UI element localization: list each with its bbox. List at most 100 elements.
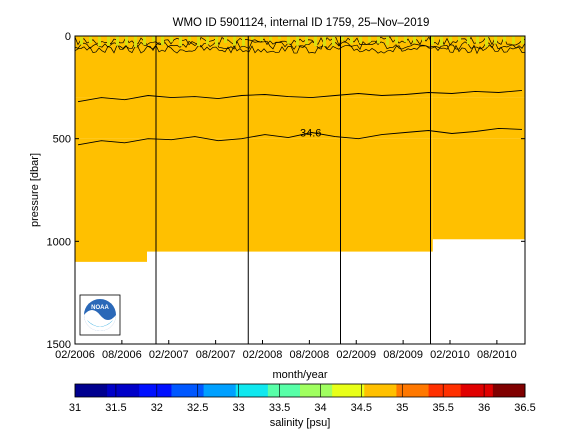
surface-streak — [98, 36, 101, 47]
surface-streak — [152, 36, 155, 42]
surface-streak — [458, 36, 461, 42]
colorbar-ticks: 31 31.5 32 32.5 33 33.5 34 34.5 35 35.5 36 36.5 — [69, 384, 536, 414]
plot-frame — [74, 35, 526, 345]
x-tick-label: 08/2009 — [383, 349, 423, 361]
salinity-layer-1 — [147, 97, 433, 139]
colorbar-cell — [203, 384, 237, 397]
surface-streak — [350, 36, 353, 44]
year-lines — [155, 36, 431, 344]
colorbar-cell — [107, 384, 140, 397]
x-tick-label: 02/2008 — [243, 349, 283, 361]
colorbar-tick-label: 34.5 — [351, 402, 372, 414]
surface-streak — [278, 36, 281, 40]
surface-contour-2 — [75, 44, 525, 55]
salinity-layer-2 — [75, 138, 147, 262]
surface-streak — [125, 36, 128, 46]
x-tick-label: 02/2006 — [55, 349, 95, 361]
surface-noise — [75, 36, 525, 55]
surface-streak — [179, 36, 182, 47]
colorbar-cell — [396, 384, 430, 397]
surface-streak — [143, 36, 146, 45]
surface-streak — [332, 36, 335, 46]
colorbar-tick-label: 35 — [396, 402, 408, 414]
contour-label: 34.6 — [300, 128, 321, 140]
colorbar-cell — [364, 384, 397, 397]
surface-streak — [449, 36, 452, 42]
x-tick-label: 02/2009 — [336, 349, 376, 361]
surface-streak — [314, 36, 317, 47]
surface-streak — [116, 36, 119, 46]
surface-streak — [260, 36, 263, 41]
surface-streak — [440, 36, 443, 46]
colorbar-cell — [300, 384, 333, 397]
colorbar: 31 31.5 32 32.5 33 33.5 34 34.5 35 35.5 36 36.5 sal… — [69, 383, 536, 429]
surface-streak — [422, 36, 425, 42]
surface-streak — [503, 36, 506, 42]
surface-streak — [305, 36, 308, 45]
y-tick-label: 1500 — [47, 339, 71, 351]
x-tick-label: 02/2007 — [149, 349, 189, 361]
y-axis-label: pressure [dbar] — [29, 153, 41, 227]
contour-lines — [77, 89, 523, 146]
logo-wave — [84, 310, 116, 331]
colorbar-cell — [139, 384, 172, 397]
colorbar-tick-label: 32.5 — [187, 402, 208, 414]
colorbar-cell — [460, 384, 494, 397]
colorbar-cell — [428, 384, 462, 397]
surface-streak — [386, 36, 389, 46]
surface-streak — [395, 36, 398, 44]
surface-streak — [431, 36, 434, 45]
colorbar-cell — [171, 384, 205, 397]
surface-streak — [287, 36, 290, 44]
surface-streak — [80, 36, 83, 45]
x-tick-label: 08/2008 — [289, 349, 329, 361]
salinity-fill — [75, 36, 525, 262]
surface-streak — [296, 36, 299, 46]
x-axis-label: month/year — [272, 369, 327, 381]
colorbar-label: salinity [psu] — [270, 417, 331, 429]
logo-text: NOAA — [91, 305, 109, 311]
x-tick-label: 08/2010 — [477, 349, 517, 361]
colorbar-cell — [267, 384, 301, 397]
surface-streak — [494, 36, 497, 44]
colorbar-tick-label: 36 — [478, 402, 490, 414]
salinity-layer-1 — [432, 97, 525, 139]
colorbar-tick-label: 35.5 — [432, 402, 453, 414]
surface-streak — [521, 36, 524, 44]
surface-streak — [413, 36, 416, 44]
x-tick-label: 02/2010 — [430, 349, 470, 361]
salinity-layer-2 — [432, 138, 525, 240]
x-tick-label: 08/2006 — [102, 349, 142, 361]
surface-streak — [215, 36, 218, 46]
colorbar-tick-label: 31.5 — [105, 402, 126, 414]
surface-streak — [269, 36, 272, 41]
colorbar-tick-label: 33 — [233, 402, 245, 414]
colorbar-tick-label: 32 — [151, 402, 163, 414]
surface-streak — [188, 36, 191, 41]
y-tick-label: 1000 — [47, 236, 71, 248]
contour-line-1 — [77, 127, 523, 146]
surface-streak — [377, 36, 380, 44]
logo-lower — [87, 320, 113, 327]
surface-streak — [485, 36, 488, 47]
surface-streak — [404, 36, 407, 43]
x-axis: 02/2006 08/2006 02/2007 08/2007 02/2008 08/20… — [55, 340, 517, 361]
y-axis: 0 500 1000 1500 — [47, 31, 525, 351]
surface-streak — [89, 36, 92, 44]
colorbar-tick-label: 31 — [69, 402, 81, 414]
surface-streak — [233, 36, 236, 46]
colorbar-tick-label: 36.5 — [514, 402, 535, 414]
chart-title: WMO ID 5901124, internal ID 1759, 25–Nov… — [173, 17, 430, 29]
salinity-layer-0 — [432, 36, 525, 98]
y-tick-label: 0 — [65, 31, 71, 43]
surface-streak — [107, 36, 110, 46]
surface-streak — [170, 36, 173, 42]
surface-streak — [197, 36, 200, 47]
colorbar-cell — [492, 384, 526, 397]
surface-streak — [251, 36, 254, 40]
colorbar-cell — [75, 384, 108, 397]
y-tick-label: 500 — [53, 134, 71, 146]
colorbar-cell — [332, 384, 365, 397]
surface-streak — [476, 36, 479, 44]
